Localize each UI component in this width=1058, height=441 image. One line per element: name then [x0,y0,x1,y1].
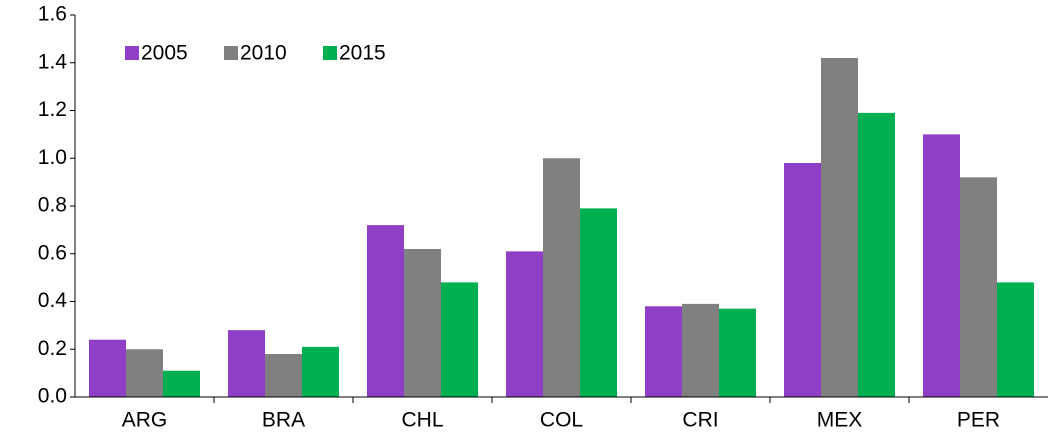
x-tick-label: COL [540,409,583,432]
bar [126,349,163,397]
bar [506,251,543,397]
y-tick-label: 0.8 [38,194,67,217]
bar [960,177,997,397]
x-tick-label: CRI [682,409,718,432]
legend-label: 2015 [339,42,386,65]
y-tick-label: 0.4 [38,289,68,312]
legend-label: 2005 [141,42,188,65]
y-tick-label: 0.0 [38,385,67,408]
bar [923,134,960,397]
legend-swatch [224,46,238,60]
bar [997,282,1034,397]
bar [858,112,895,397]
bar [89,339,126,397]
x-tick-label: PER [957,409,1000,432]
bar [543,158,580,397]
bar [682,303,719,397]
y-tick-label: 0.2 [38,337,67,360]
x-tick-label: CHL [401,409,443,432]
legend-swatch [323,46,337,60]
bar [302,346,339,397]
y-tick-label: 1.2 [38,98,67,121]
bar [441,282,478,397]
bar [821,57,858,397]
bar [404,248,441,397]
x-tick-label: ARG [122,409,168,432]
bar [265,354,302,397]
bar [228,330,265,397]
y-tick-label: 1.0 [38,146,67,169]
bar [719,308,756,397]
y-tick-label: 1.6 [38,3,67,26]
bar [367,225,404,397]
y-tick-label: 0.6 [38,241,67,264]
y-tick-label: 1.4 [38,50,68,73]
legend-swatch [125,46,139,60]
bar [580,208,617,397]
x-tick-label: BRA [262,409,305,432]
x-tick-label: MEX [817,409,863,432]
bar [163,370,200,397]
bar [784,163,821,397]
legend-label: 2010 [240,42,287,65]
bar [645,306,682,397]
